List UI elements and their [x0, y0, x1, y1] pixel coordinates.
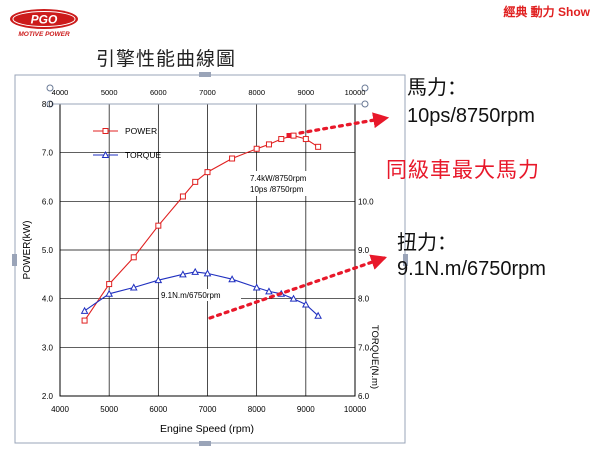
top-x-tick-label: 7000 [199, 88, 216, 97]
y-tick-label: 8.0 [42, 100, 54, 109]
power-point [229, 155, 236, 162]
y2-tick-labels: 6.0 7.0 8.0 9.0 10.0 [358, 197, 374, 401]
torque-point [129, 283, 138, 291]
y-tick-labels: 2.0 3.0 4.0 5.0 6.0 7.0 8.0 [42, 100, 54, 401]
y-axis-label: POWER(kW) [22, 221, 33, 280]
y-tick-label: 5.0 [42, 246, 54, 255]
power-point [302, 136, 309, 143]
y2-tick-label: 10.0 [358, 197, 374, 206]
logo-text: PGO [31, 13, 58, 27]
torque-point [154, 276, 163, 284]
y2-tick-label: 6.0 [358, 392, 370, 401]
legend-power-marker [102, 128, 109, 134]
power-point [81, 317, 88, 324]
power-point [290, 132, 297, 139]
top-x-tick-label: 4000 [52, 88, 69, 97]
legend-power-label: POWER [125, 126, 157, 136]
torque-markers [80, 267, 322, 319]
top-x-tick-label: 8000 [248, 88, 265, 97]
power-point [315, 143, 322, 150]
torque-annotation-box [159, 289, 241, 301]
torque-point [203, 269, 212, 277]
torque-point [228, 275, 236, 283]
y-tick-label: 3.0 [42, 343, 54, 352]
torque-point [314, 311, 322, 319]
power-point [106, 281, 113, 288]
legend-torque-label: TORQUE [125, 150, 162, 160]
logo-tagline: MOTIVE POWER [18, 31, 70, 38]
axis-handle[interactable] [46, 84, 54, 92]
x-tick-label: 5000 [100, 405, 118, 414]
x-tick-label: 8000 [248, 405, 266, 414]
power-point [130, 254, 137, 261]
power-annotation-kw: 7.4kW/8750rpm [250, 174, 307, 183]
top-x-tick-label: 9000 [297, 88, 314, 97]
torque-spec-value: 9.1N.m/6750rpm [397, 258, 546, 280]
top-x-tick-labels: 4000 5000 6000 7000 8000 9000 10000 [52, 88, 366, 97]
x-tick-label: 6000 [149, 405, 167, 414]
torque-point [289, 294, 298, 302]
axis-handle[interactable] [361, 84, 369, 92]
x-tick-label: 4000 [51, 405, 69, 414]
power-point [278, 136, 285, 143]
power-peak-highlight [286, 133, 292, 138]
torque-point [179, 270, 187, 278]
power-spec-value: 10ps/8750rpm [407, 105, 535, 127]
y-tick-label: 7.0 [42, 149, 54, 158]
slide-title: 引擎性能曲線圖 [96, 49, 237, 70]
top-x-tick-label: 5000 [101, 88, 118, 97]
headline-callout: 同級車最大馬力 [386, 159, 540, 182]
torque-point [265, 287, 273, 295]
torque-point [252, 283, 261, 291]
power-arrow [298, 112, 390, 135]
power-point [204, 169, 211, 176]
top-x-tick-label: 6000 [150, 88, 167, 97]
power-annotation-ps: 10ps /8750rpm [250, 185, 304, 194]
power-annotation-box [244, 171, 324, 196]
y2-tick-label: 8.0 [358, 295, 370, 304]
torque-point [105, 289, 114, 297]
x-tick-label: 7000 [199, 405, 217, 414]
torque-arrow [208, 254, 388, 320]
legend: POWER TORQUE [93, 126, 162, 160]
y-tick-label: 4.0 [42, 295, 54, 304]
y-tick-label: 6.0 [42, 197, 54, 206]
x-tick-label: 10000 [344, 405, 367, 414]
top-x-tick-label: 10000 [345, 88, 366, 97]
x-axis-label: Engine Speed (rpm) [160, 423, 254, 435]
power-point [265, 141, 272, 148]
pgo-logo: PGO MOTIVE POWER [10, 9, 78, 38]
power-point [179, 193, 186, 200]
x-tick-label: 9000 [297, 405, 315, 414]
torque-point [191, 267, 200, 275]
y-tick-label: 2.0 [42, 392, 54, 401]
torque-series-line[interactable] [84, 271, 319, 317]
y2-axis-label: TORQUE(N.m) [369, 325, 380, 389]
frame-handles[interactable] [12, 72, 408, 446]
power-point [155, 222, 162, 229]
x-tick-labels: 4000 5000 6000 7000 8000 9000 10000 [51, 405, 367, 414]
torque-annotation: 9.1N.m/6750rpm [161, 291, 221, 300]
power-point [192, 178, 199, 185]
header-tag: 經典 動力 Show [503, 5, 590, 19]
y2-tick-label: 9.0 [358, 246, 370, 255]
power-point [253, 145, 260, 152]
legend-torque-marker [101, 150, 110, 158]
torque-spec-label: 扭力： [397, 232, 457, 254]
power-markers [81, 132, 322, 324]
torque-point [80, 306, 89, 314]
axis-handle[interactable] [361, 100, 369, 108]
axis-handle[interactable] [46, 100, 54, 108]
torque-point [301, 300, 310, 308]
power-spec-label: 馬力： [407, 77, 467, 99]
y2-tick-label: 7.0 [358, 343, 370, 352]
